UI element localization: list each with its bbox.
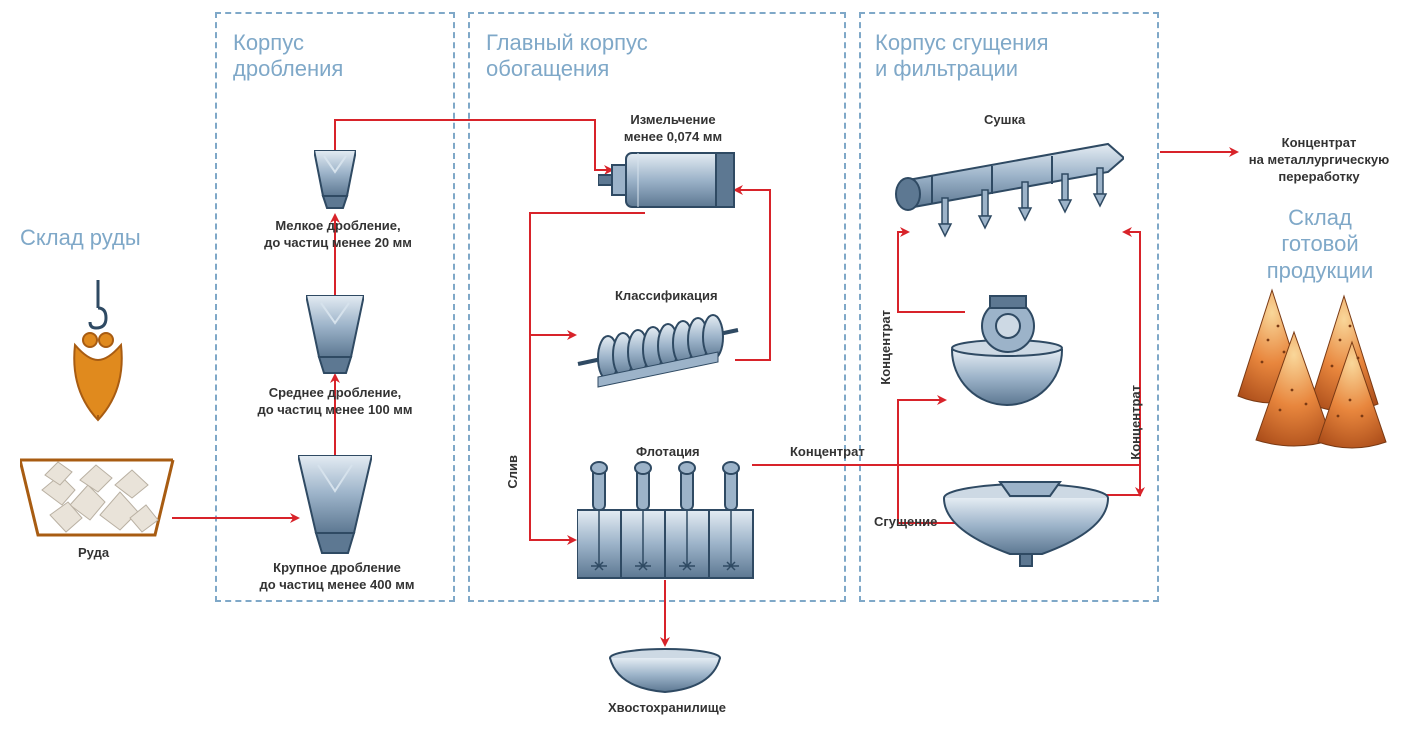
edge-label-sliv: Слив	[505, 455, 520, 489]
thickener-label: Сгущение	[874, 514, 937, 531]
grinding-l2: менее 0,074 мм	[624, 129, 722, 144]
crusher-fine-label: Мелкое дробление, до частиц менее 20 мм	[258, 218, 418, 252]
crusher-medium-l1: Среднее дробление,	[269, 385, 402, 400]
crusher-coarse-icon	[298, 455, 372, 555]
ore-label: Руда	[78, 545, 109, 562]
edge-label-konc-h: Концентрат	[790, 444, 865, 461]
flotation-icon	[577, 458, 755, 580]
crusher-medium-l2: до частиц менее 100 мм	[257, 402, 412, 417]
edge-label-konc-v2: Концентрат	[1128, 385, 1143, 460]
ore-warehouse-icon	[20, 280, 175, 542]
crusher-fine-l2: до частиц менее 20 мм	[264, 235, 412, 250]
edge-label-konc-v1: Концентрат	[878, 310, 893, 385]
output-text-l3: переработку	[1278, 169, 1359, 184]
crusher-fine-icon	[314, 150, 356, 210]
classifier-icon	[568, 302, 748, 392]
output-cones-icon	[1232, 280, 1392, 450]
grinding-l1: Измельчение	[630, 112, 715, 127]
drying-icon	[892, 132, 1124, 242]
crusher-coarse-l1: Крупное дробление	[273, 560, 401, 575]
centrifuge-icon	[944, 292, 1070, 412]
output-text-l1: Концентрат	[1282, 135, 1357, 150]
crusher-fine-l1: Мелкое дробление,	[275, 218, 400, 233]
tailings-icon	[608, 648, 723, 696]
crusher-coarse-l2: до частиц менее 400 мм	[259, 577, 414, 592]
crusher-medium-icon	[306, 295, 364, 375]
thickener-icon	[940, 480, 1112, 570]
crusher-medium-label: Среднее дробление, до частиц менее 100 м…	[250, 385, 420, 419]
output-text-l2: на металлургическую	[1249, 152, 1389, 167]
tailings-label: Хвостохранилище	[608, 700, 726, 717]
crusher-coarse-label: Крупное дробление до частиц менее 400 мм	[252, 560, 422, 594]
output-text: Концентрат на металлургическую переработ…	[1235, 135, 1403, 186]
drying-label: Сушка	[984, 112, 1025, 129]
grinding-label: Измельчение менее 0,074 мм	[613, 112, 733, 146]
flotation-label: Флотация	[636, 444, 700, 461]
grinding-mill-icon	[598, 145, 738, 215]
classifier-label: Классификация	[615, 288, 718, 305]
